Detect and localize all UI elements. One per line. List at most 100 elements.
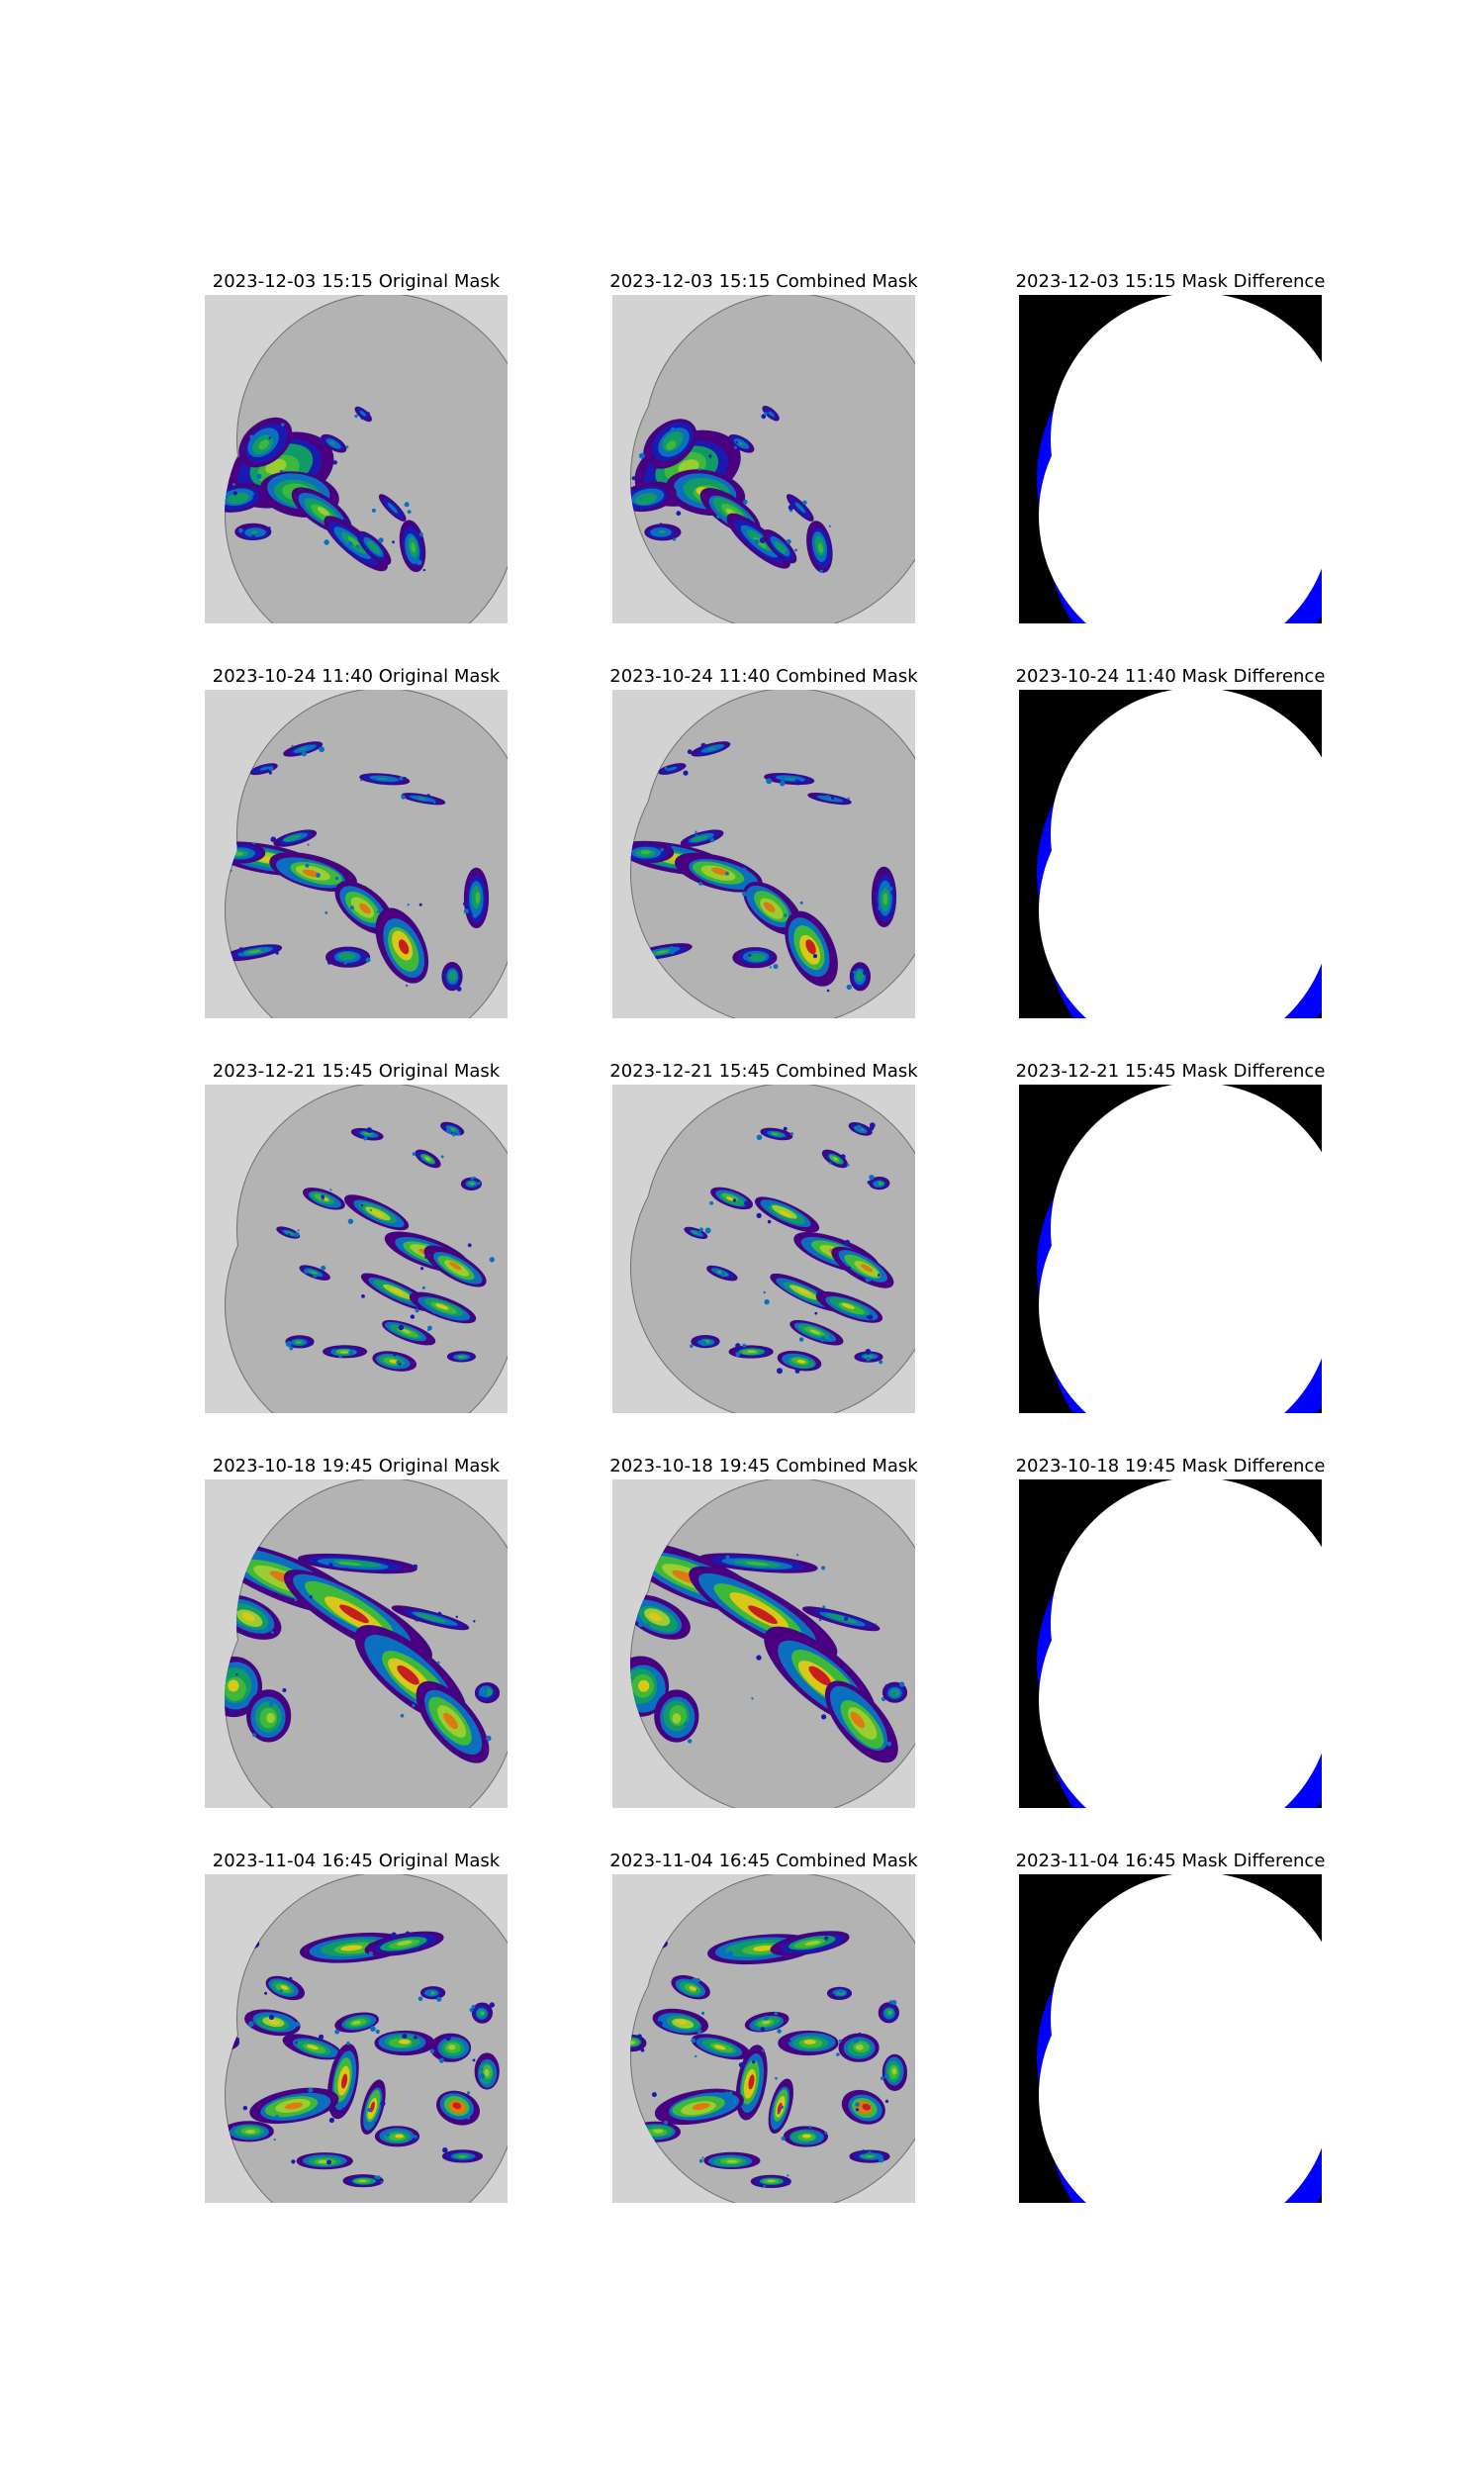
echo-speckle: [308, 2088, 313, 2093]
echo-speckle: [417, 560, 422, 566]
echo-speckle: [883, 2007, 885, 2009]
echo-speckle: [322, 441, 325, 445]
echo-speckle: [256, 474, 261, 479]
echo-speckle: [484, 1687, 488, 1691]
combined-mask-panel: 2023-11-04 16:45 Combined Mask: [612, 1851, 915, 2203]
echo-speckle: [715, 1270, 717, 1272]
echo-speckle: [831, 797, 834, 800]
echo-speckle: [282, 1688, 286, 1692]
echo-speckle: [370, 1209, 372, 1211]
combined-mask-image: [612, 295, 915, 623]
echo-speckle: [413, 2138, 417, 2141]
echo-speckle: [705, 1228, 711, 1234]
echo-mark: [450, 974, 454, 980]
echo-mark: [458, 1356, 464, 1358]
echo-speckle: [369, 1951, 374, 1956]
echo-mark: [475, 892, 480, 904]
echo-speckle: [890, 891, 894, 895]
echo-speckle: [777, 2029, 782, 2034]
mask-difference-panel: 2023-11-04 16:45 Mask Difference: [1019, 1851, 1322, 2203]
echo-speckle: [295, 1599, 297, 1601]
echo-speckle: [675, 532, 678, 535]
echo-speckle: [473, 1620, 475, 1622]
echo-speckle: [744, 439, 748, 443]
echo-speckle: [313, 1274, 317, 1278]
echo-speckle: [393, 1353, 396, 1356]
echo-speckle: [673, 537, 676, 540]
echo-speckle: [885, 2100, 888, 2103]
echo-speckle: [420, 1267, 423, 1270]
echo-speckle: [710, 2165, 712, 2167]
echo-speckle: [885, 1684, 888, 1687]
echo-speckle: [422, 1286, 425, 1289]
echo-speckle: [249, 434, 253, 438]
echo-mark: [856, 2045, 864, 2050]
echo-speckle: [725, 872, 729, 876]
echo-mark: [804, 2040, 816, 2045]
echo-speckle: [676, 511, 681, 516]
echo-speckle: [854, 2039, 859, 2044]
echo-speckle: [463, 902, 468, 906]
echo-speckle: [268, 526, 271, 529]
echo-mark: [659, 530, 666, 533]
echo-speckle: [766, 1202, 771, 1207]
combined-mask-panel: 2023-12-21 15:45 Combined Mask: [612, 1061, 915, 1413]
echo-speckle: [269, 2015, 274, 2020]
echo-speckle: [401, 795, 406, 800]
echo-speckle: [423, 569, 425, 571]
echo-speckle: [329, 2118, 334, 2123]
echo-speckle: [742, 1344, 746, 1348]
echo-speckle: [764, 2016, 769, 2021]
echo-speckle: [683, 771, 688, 776]
echo-speckle: [305, 830, 309, 834]
echo-speckle: [401, 1714, 405, 1718]
echo-speckle: [230, 1709, 234, 1714]
echo-speckle: [344, 962, 347, 965]
echo-speckle: [232, 2126, 234, 2128]
echo-speckle: [311, 1343, 313, 1345]
echo-speckle: [786, 2181, 790, 2186]
echo-mark: [638, 1680, 649, 1692]
echo-speckle: [736, 1352, 741, 1357]
panel-title: 2023-12-21 15:45 Mask Difference: [979, 1061, 1361, 1083]
echo-speckle: [778, 2112, 781, 2115]
echo-speckle: [419, 904, 422, 906]
echo-speckle: [800, 902, 803, 904]
echo-speckle: [269, 1702, 274, 1707]
echo-speckle: [855, 2102, 860, 2107]
echo-speckle: [269, 436, 271, 438]
echo-mark: [358, 2180, 366, 2182]
echo-speckle: [490, 1257, 495, 1262]
echo-mark: [250, 530, 257, 533]
echo-speckle: [264, 1992, 267, 1995]
echo-speckle: [856, 2108, 859, 2111]
panel-title: 2023-10-24 11:40 Original Mask: [165, 666, 547, 688]
echo-speckle: [446, 1128, 452, 1134]
echo-speckle: [696, 1978, 700, 1982]
echo-speckle: [473, 2155, 475, 2157]
echo-speckle: [379, 537, 384, 542]
echo-speckle: [870, 1122, 876, 1128]
echo-speckle: [886, 1742, 891, 1747]
echo-speckle: [774, 964, 779, 969]
echo-speckle: [893, 1692, 896, 1695]
echo-speckle: [248, 1599, 251, 1602]
echo-speckle: [657, 2021, 662, 2026]
echo-speckle: [868, 1315, 873, 1320]
echo-speckle: [484, 1691, 488, 1695]
echo-speckle: [787, 2174, 788, 2176]
echo-speckle: [847, 1164, 850, 1167]
echo-speckle: [408, 510, 412, 514]
echo-speckle: [274, 2139, 276, 2141]
echo-speckle: [348, 1219, 353, 1224]
echo-mark: [485, 2069, 490, 2076]
echo-speckle: [733, 1198, 736, 1201]
echo-speckle: [275, 2115, 279, 2119]
echo-speckle: [426, 794, 430, 798]
echo-speckle: [866, 1357, 871, 1362]
original-mask-panel: 2023-10-24 11:40 Original Mask: [205, 666, 508, 1018]
echo-speckle: [335, 877, 338, 880]
echo-speckle: [348, 541, 353, 546]
echo-speckle: [238, 528, 243, 533]
echo-speckle: [456, 1616, 458, 1618]
